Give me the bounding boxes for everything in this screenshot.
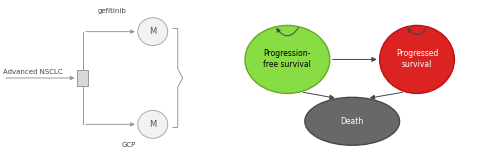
- Text: M: M: [149, 120, 156, 129]
- Text: Advanced NSCLC: Advanced NSCLC: [3, 69, 63, 75]
- Ellipse shape: [305, 97, 400, 145]
- Text: Progression-
free survival: Progression- free survival: [264, 49, 312, 69]
- Ellipse shape: [380, 25, 454, 93]
- Text: gefitinib: gefitinib: [98, 8, 126, 14]
- Ellipse shape: [138, 110, 168, 138]
- Text: Progressed
survival: Progressed survival: [396, 49, 438, 69]
- Ellipse shape: [138, 18, 168, 46]
- Text: Death: Death: [340, 117, 364, 126]
- Ellipse shape: [245, 25, 330, 93]
- Text: M: M: [149, 27, 156, 36]
- Text: GCP: GCP: [122, 142, 136, 148]
- Bar: [78, 70, 88, 86]
